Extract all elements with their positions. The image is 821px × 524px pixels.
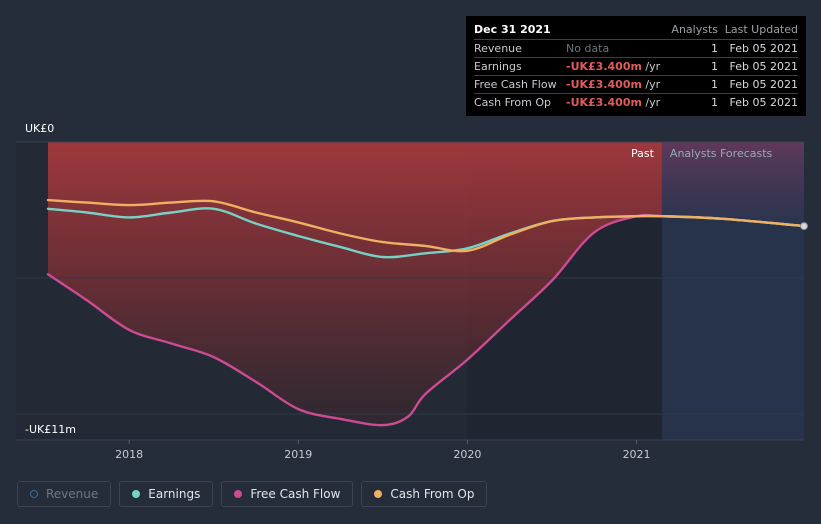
legend-free-cash-flow-button[interactable]: Free Cash Flow bbox=[221, 481, 354, 507]
earnings-dot-icon bbox=[132, 490, 141, 498]
tooltip-metric: Revenue bbox=[474, 39, 566, 58]
x-tick-label: 2019 bbox=[284, 448, 312, 461]
forecast-loss-fill bbox=[661, 142, 804, 227]
legend-label: Cash From Op bbox=[390, 487, 475, 501]
legend-label: Earnings bbox=[148, 487, 201, 501]
tooltip-analysts: 1 bbox=[671, 39, 718, 58]
tooltip-analysts: 1 bbox=[671, 75, 718, 94]
legend-label: Free Cash Flow bbox=[250, 487, 341, 501]
legend-cash-from-op-button[interactable]: Cash From Op bbox=[361, 481, 488, 507]
tooltip-value: -UK£3.400m /yr bbox=[566, 75, 672, 94]
loss-area-fill bbox=[48, 142, 662, 426]
legend: Revenue Earnings Free Cash Flow Cash Fro… bbox=[17, 481, 488, 507]
tooltip-row-earnings: Earnings -UK£3.400m /yr 1 Feb 05 2021 bbox=[474, 57, 798, 76]
past-label: Past bbox=[631, 147, 655, 160]
tooltip-metric: Free Cash Flow bbox=[474, 75, 566, 94]
tooltip-row-free-cash-flow: Free Cash Flow -UK£3.400m /yr 1 Feb 05 2… bbox=[474, 75, 798, 94]
series-line-cash-from-op bbox=[46, 198, 806, 253]
y-axis-label-bottom: -UK£11m bbox=[25, 423, 76, 436]
data-tooltip: Dec 31 2021 Analysts Last Updated Revenu… bbox=[466, 16, 806, 116]
cash-from-op-dot-icon bbox=[374, 490, 383, 498]
x-tick-label: 2021 bbox=[623, 448, 651, 461]
tooltip-analysts: 1 bbox=[711, 96, 718, 109]
tooltip-col-updated: Last Updated bbox=[718, 23, 798, 40]
legend-revenue-button[interactable]: Revenue bbox=[17, 481, 112, 507]
tooltip-updated: Feb 05 2021 bbox=[718, 57, 798, 76]
forecast-end-point bbox=[800, 222, 808, 231]
tooltip-updated: Feb 05 2021 bbox=[718, 75, 798, 94]
tooltip-metric: Cash From Op bbox=[474, 96, 552, 109]
tooltip-value: -UK£3.400m /yr bbox=[566, 57, 672, 76]
tooltip-value: No data bbox=[566, 39, 672, 58]
forecast-label: Analysts Forecasts bbox=[670, 147, 773, 160]
tooltip-date: Dec 31 2021 bbox=[474, 23, 566, 40]
tooltip-updated: Feb 05 2021 bbox=[729, 96, 798, 109]
revenue-dot-icon bbox=[30, 490, 38, 498]
tooltip-value: -UK£3.400m /yr bbox=[566, 96, 661, 109]
tooltip-analysts: 1 bbox=[671, 57, 718, 76]
tooltip-row-cash-from-op: Cash From Op -UK£3.400m /yr 1 Feb 05 202… bbox=[474, 94, 798, 112]
legend-earnings-button[interactable]: Earnings bbox=[119, 481, 214, 507]
tooltip-row-revenue: Revenue No data 1 Feb 05 2021 bbox=[474, 39, 798, 58]
y-axis-label-top: UK£0 bbox=[25, 122, 54, 135]
tooltip-metric: Earnings bbox=[474, 57, 566, 76]
legend-label: Revenue bbox=[46, 487, 99, 501]
x-tick-label: 2020 bbox=[453, 448, 481, 461]
tooltip-updated: Feb 05 2021 bbox=[718, 39, 798, 58]
free-cash-flow-dot-icon bbox=[234, 490, 243, 498]
x-tick-label: 2018 bbox=[115, 448, 143, 461]
tooltip-col-analysts: Analysts bbox=[671, 23, 718, 40]
